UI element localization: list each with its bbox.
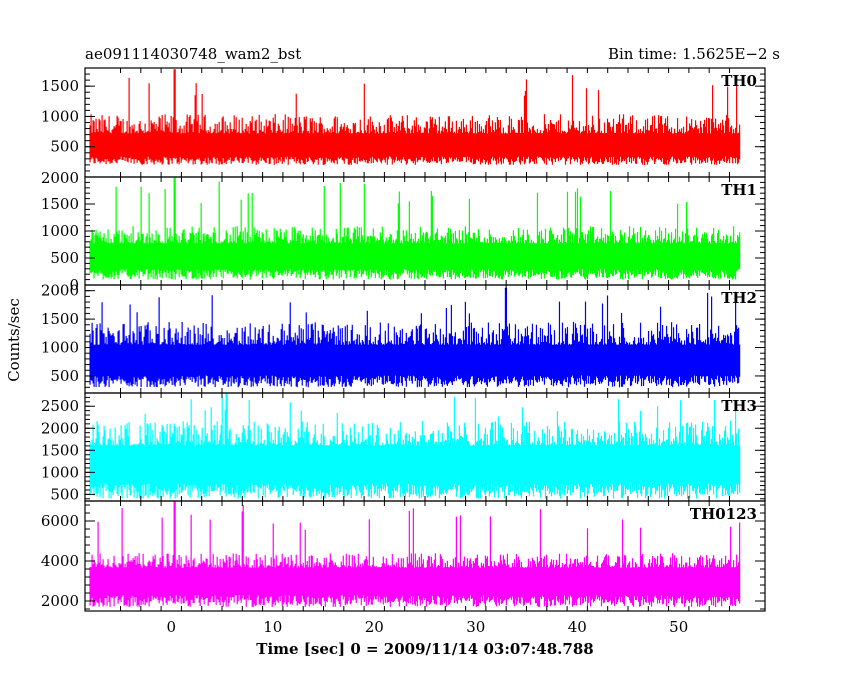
y-tick-label: 1000 bbox=[41, 107, 79, 125]
y-tick-label: 4000 bbox=[41, 552, 79, 570]
series-th0123 bbox=[89, 501, 741, 607]
bin-time-label: Bin time: 1.5625E−2 s bbox=[608, 45, 780, 63]
y-tick-label: 500 bbox=[50, 367, 79, 385]
x-axis-label: Time [sec] 0 = 2009/11/14 03:07:48.788 bbox=[256, 640, 593, 658]
y-tick-label: 500 bbox=[50, 138, 79, 156]
y-tick-label: 2500 bbox=[41, 397, 79, 415]
series-th1 bbox=[89, 177, 741, 280]
y-tick-label: 1000 bbox=[41, 222, 79, 240]
y-tick-label: 1500 bbox=[41, 77, 79, 95]
series-th2 bbox=[89, 287, 741, 388]
y-tick-label: 1500 bbox=[41, 310, 79, 328]
series-th0 bbox=[89, 69, 741, 165]
panel-label-th3: TH3 bbox=[721, 397, 757, 415]
y-tick-label: 1500 bbox=[41, 195, 79, 213]
y-tick-label: 2000 bbox=[41, 282, 79, 300]
y-tick-label: 1000 bbox=[41, 339, 79, 357]
panel-label-th2: TH2 bbox=[721, 289, 757, 307]
y-tick-label: 500 bbox=[50, 485, 79, 503]
y-tick-label: 0 bbox=[69, 276, 79, 294]
y-tick-label: 1000 bbox=[41, 463, 79, 481]
series-th3 bbox=[89, 393, 741, 499]
y-tick-label: 1500 bbox=[41, 441, 79, 459]
y-tick-label: 2000 bbox=[41, 169, 79, 187]
panels-group: 500100015002000TH0050010001500TH15001000… bbox=[41, 67, 766, 636]
y-tick-label: 6000 bbox=[41, 512, 79, 530]
y-axis-label: Counts/sec bbox=[5, 298, 23, 382]
x-tick-label: 10 bbox=[263, 618, 282, 636]
y-tick-label: 2000 bbox=[41, 419, 79, 437]
x-tick-label: 30 bbox=[466, 618, 485, 636]
panel-label-th0: TH0 bbox=[721, 72, 757, 90]
x-tick-label: 0 bbox=[166, 618, 176, 636]
x-tick-label: 20 bbox=[365, 618, 384, 636]
panel-label-th1: TH1 bbox=[721, 181, 757, 199]
chart-title: ae091114030748_wam2_bst bbox=[85, 45, 301, 63]
y-tick-label: 500 bbox=[50, 249, 79, 267]
y-tick-label: 2000 bbox=[41, 592, 79, 610]
panel-label-th0123: TH0123 bbox=[690, 505, 757, 523]
x-tick-label: 40 bbox=[568, 618, 587, 636]
x-tick-label: 50 bbox=[669, 618, 688, 636]
